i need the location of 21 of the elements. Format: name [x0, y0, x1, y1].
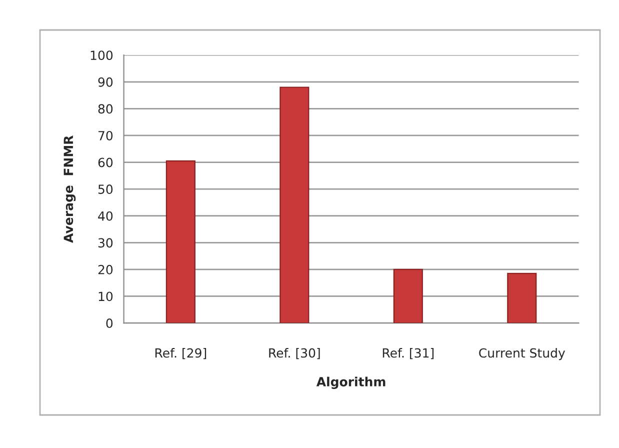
y-axis-title: Average FNMR [64, 135, 76, 243]
x-tick-label: Current Study [479, 348, 566, 360]
x-tick-label: Ref. [29] [155, 348, 206, 360]
y-tick-label: 70 [98, 130, 113, 140]
y-tick-label: 10 [98, 292, 113, 302]
y-tick-label: 80 [98, 104, 113, 114]
bar [166, 160, 196, 324]
x-tick-label: Ref. [30] [269, 348, 320, 360]
y-tick-label: 100 [90, 50, 113, 60]
y-tick-label: 60 [98, 158, 113, 168]
x-axis-title: Algorithm [316, 376, 386, 389]
x-tick-label: Ref. [31] [382, 348, 434, 360]
y-tick-label: 30 [98, 238, 113, 248]
bar [507, 272, 537, 324]
bar [393, 268, 423, 324]
y-tick-label: 0 [106, 318, 113, 328]
y-tick-label: 40 [98, 211, 113, 221]
bar [280, 86, 310, 324]
y-tick-label: 50 [98, 184, 113, 194]
y-tick-label: 20 [98, 264, 113, 274]
y-tick-label: 90 [98, 77, 113, 87]
